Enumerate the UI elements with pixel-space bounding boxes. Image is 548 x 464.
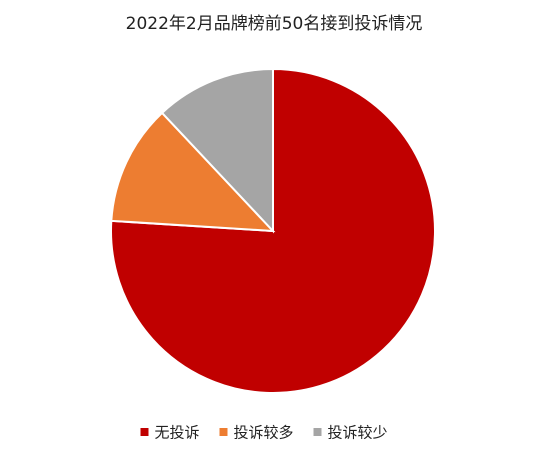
- pie-slice: [110, 111, 276, 233]
- pie: [110, 67, 436, 394]
- chart-title: 2022年2月品牌榜前50名接到投诉情况: [126, 14, 423, 34]
- legend: 无投诉 投诉较多 投诉较少: [140, 424, 388, 442]
- legend-swatch: [140, 428, 149, 436]
- pie-slice: [160, 67, 274, 234]
- legend-label: 投诉较少: [328, 424, 388, 442]
- legend-label: 无投诉: [155, 424, 200, 442]
- legend-swatch: [219, 428, 228, 436]
- legend-label: 投诉较多: [234, 424, 294, 442]
- legend-swatch: [313, 428, 322, 436]
